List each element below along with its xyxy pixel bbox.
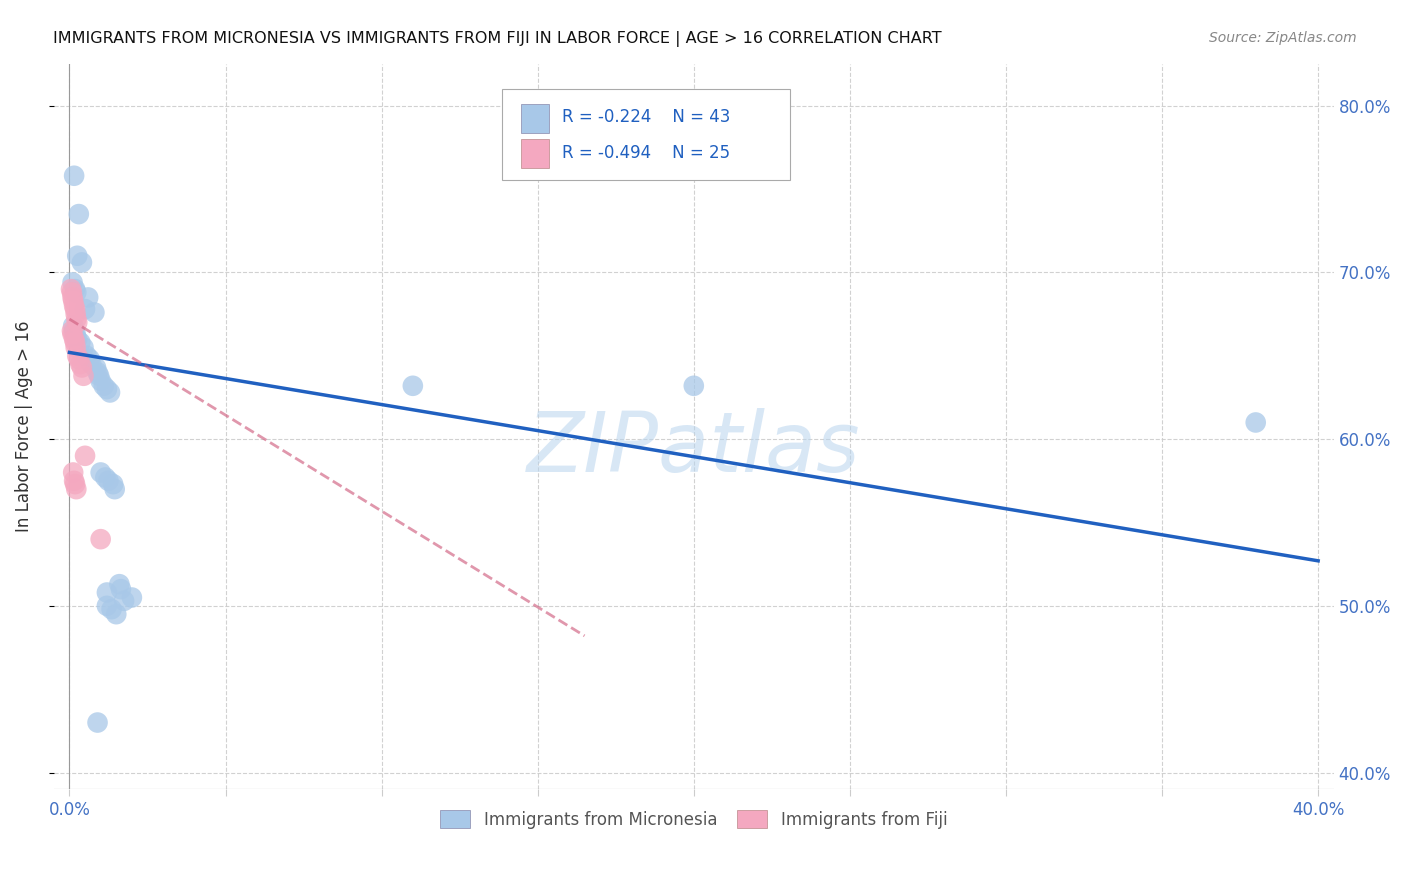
Point: [63, 169, 86, 183]
Point: [100, 602, 122, 616]
Point: [66, 249, 89, 263]
Point: [63, 477, 86, 491]
Point: [80, 357, 103, 371]
Point: [65, 307, 87, 321]
Legend: Immigrants from Micronesia, Immigrants from Fiji: Immigrants from Micronesia, Immigrants f…: [433, 804, 953, 835]
Point: [69, 357, 91, 371]
Point: [77, 290, 100, 304]
Point: [98, 385, 121, 400]
Point: [65, 482, 87, 496]
Text: IMMIGRANTS FROM MICRONESIA VS IMMIGRANTS FROM FIJI IN LABOR FORCE | AGE > 16 COR: IMMIGRANTS FROM MICRONESIA VS IMMIGRANTS…: [53, 31, 942, 47]
Point: [65, 312, 87, 326]
Point: [67, 352, 90, 367]
Point: [110, 582, 132, 597]
Point: [84, 360, 107, 375]
Point: [94, 470, 117, 484]
Point: [63, 302, 86, 317]
Point: [63, 282, 86, 296]
Point: [73, 302, 96, 317]
Point: [62, 318, 84, 333]
Point: [90, 374, 112, 388]
Point: [112, 594, 135, 608]
Point: [121, 591, 143, 605]
Y-axis label: In Labor Force | Age > 16: In Labor Force | Age > 16: [15, 321, 32, 533]
Text: Source: ZipAtlas.com: Source: ZipAtlas.com: [1209, 31, 1357, 45]
Point: [70, 360, 93, 375]
Point: [67, 207, 90, 221]
Point: [86, 366, 108, 380]
Point: [65, 341, 87, 355]
Point: [97, 474, 120, 488]
Point: [86, 715, 108, 730]
Point: [87, 368, 110, 383]
Point: [65, 285, 87, 300]
Point: [62, 466, 84, 480]
Point: [90, 532, 112, 546]
Point: [101, 477, 124, 491]
Point: [96, 599, 118, 613]
Point: [63, 324, 86, 338]
Point: [66, 349, 89, 363]
Point: [66, 332, 89, 346]
FancyBboxPatch shape: [522, 104, 550, 133]
Text: R = -0.494    N = 25: R = -0.494 N = 25: [562, 144, 730, 161]
Point: [96, 382, 118, 396]
Point: [105, 607, 128, 622]
Point: [1244, 416, 1267, 430]
Point: [79, 352, 101, 367]
Point: [90, 466, 112, 480]
Point: [96, 585, 118, 599]
Point: [63, 335, 86, 350]
Point: [66, 315, 89, 329]
Point: [65, 327, 87, 342]
Point: [104, 482, 127, 496]
Point: [63, 332, 86, 346]
Point: [60, 285, 83, 300]
Point: [70, 255, 93, 269]
Text: ZIPatlas: ZIPatlas: [527, 408, 860, 489]
Point: [62, 290, 84, 304]
Point: [63, 299, 86, 313]
Text: R = -0.224    N = 43: R = -0.224 N = 43: [562, 108, 730, 126]
Point: [76, 349, 98, 363]
Point: [682, 379, 704, 393]
Point: [62, 327, 84, 342]
FancyBboxPatch shape: [502, 89, 790, 180]
Point: [73, 449, 96, 463]
Point: [60, 282, 83, 296]
Point: [72, 341, 94, 355]
Point: [60, 324, 83, 338]
Point: [63, 474, 86, 488]
Point: [62, 293, 84, 308]
Point: [72, 368, 94, 383]
Point: [83, 305, 105, 319]
Point: [62, 276, 84, 290]
FancyBboxPatch shape: [522, 139, 550, 168]
Point: [402, 379, 425, 393]
Point: [69, 335, 91, 350]
Point: [108, 577, 131, 591]
Point: [93, 379, 115, 393]
